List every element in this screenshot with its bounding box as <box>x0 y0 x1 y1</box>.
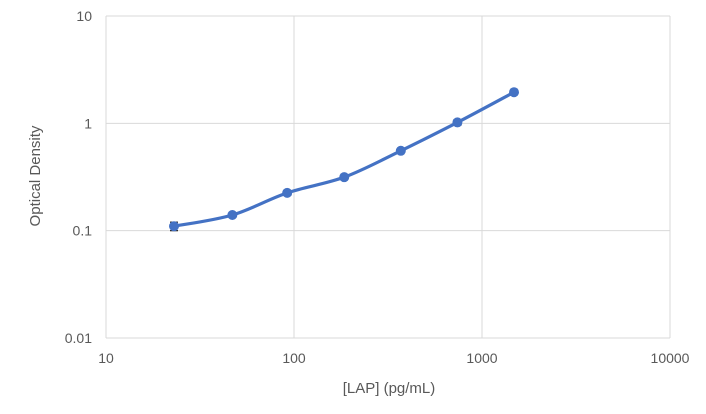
x-tick-label: 1000 <box>466 350 497 366</box>
data-point <box>339 172 350 183</box>
x-tick-label: 100 <box>282 350 306 366</box>
data-point <box>169 221 180 232</box>
x-axis-tick-labels: 10 100 1000 10000 <box>98 350 689 366</box>
y-tick-label: 1 <box>84 115 92 131</box>
y-axis-title: Optical Density <box>27 125 44 226</box>
y-tick-label: 10 <box>76 8 92 24</box>
data-point <box>227 209 238 220</box>
x-axis-title: [LAP] (pg/mL) <box>343 380 436 397</box>
data-point <box>509 87 520 98</box>
data-point <box>395 145 406 156</box>
x-tick-label: 10000 <box>651 350 690 366</box>
series-group <box>169 87 520 232</box>
grid-lines <box>105 15 671 339</box>
x-tick-label: 10 <box>98 350 114 366</box>
series-line-0 <box>172 90 516 228</box>
data-point <box>282 187 293 198</box>
y-tick-label: 0.1 <box>73 223 93 239</box>
y-tick-label: 0.01 <box>65 330 92 346</box>
data-point <box>452 117 463 128</box>
y-axis-tick-labels: 0.01 0.1 1 10 <box>65 8 92 346</box>
